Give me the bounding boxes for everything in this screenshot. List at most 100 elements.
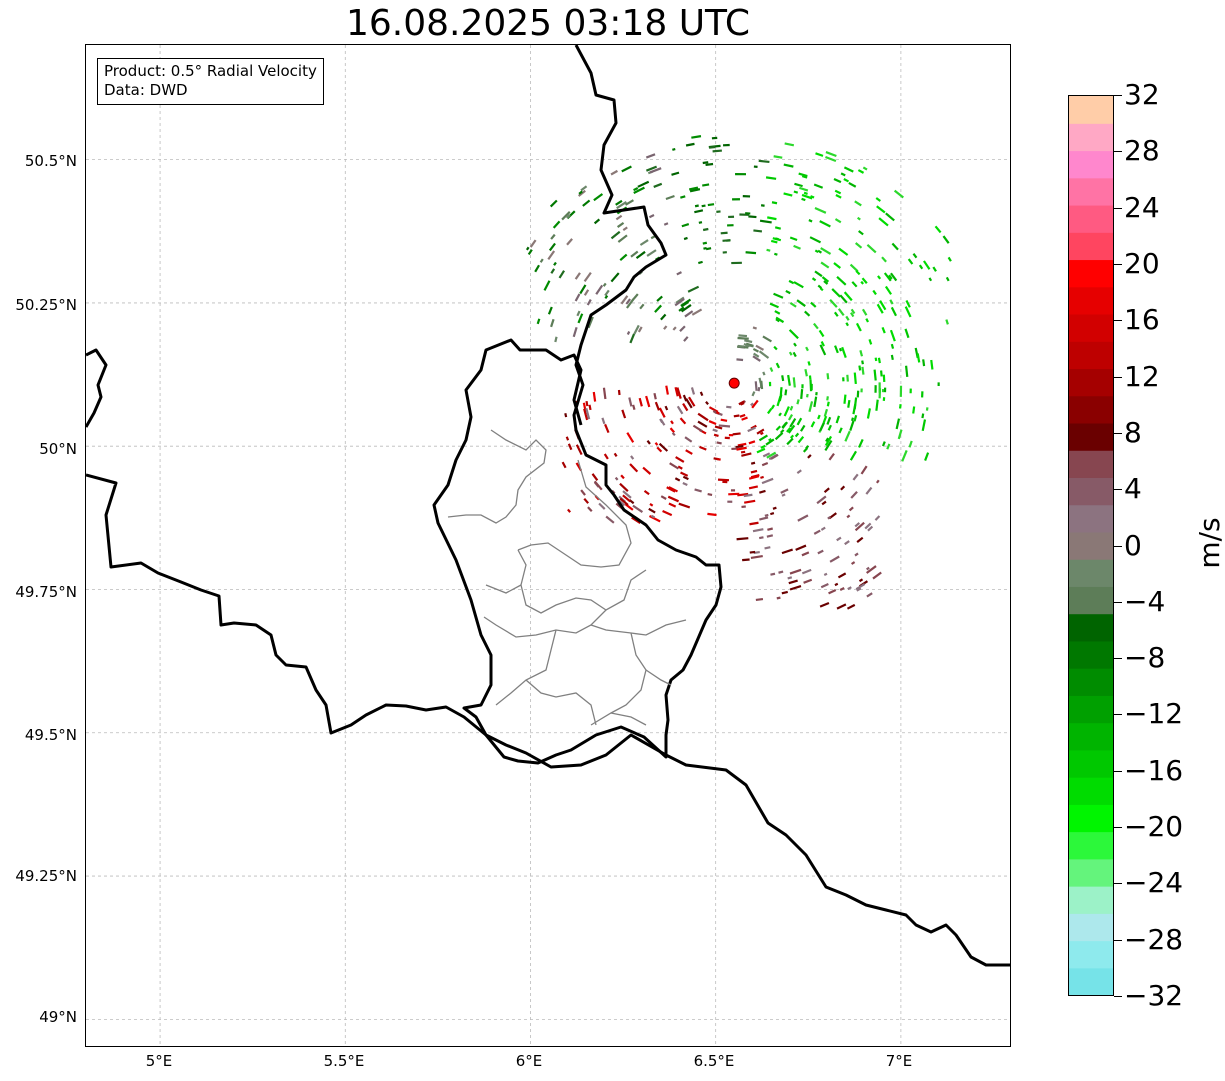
- colorbar-swatch: [1069, 831, 1113, 860]
- velocity-echo-segment: [810, 421, 816, 428]
- velocity-echo-segment: [874, 515, 881, 521]
- velocity-echo-segment: [745, 342, 754, 347]
- velocity-echo-segment: [645, 395, 651, 408]
- velocity-echo-segment: [615, 199, 623, 206]
- velocity-echo-segment: [861, 360, 864, 365]
- velocity-echo-segment: [851, 561, 856, 565]
- velocity-echo-segment: [561, 461, 567, 469]
- velocity-echo-segment: [694, 488, 702, 493]
- velocity-echo-segment: [890, 343, 895, 349]
- velocity-echo-segment: [702, 241, 708, 245]
- velocity-echo-segment: [680, 304, 692, 313]
- velocity-echo-segment: [674, 298, 685, 307]
- velocity-echo-segment: [720, 231, 728, 235]
- velocity-echo-segment: [945, 276, 950, 282]
- velocity-echo-segment: [855, 270, 861, 276]
- velocity-echo-segment: [879, 300, 887, 311]
- velocity-echo-segment: [762, 335, 772, 343]
- velocity-echo-segment: [888, 274, 893, 280]
- velocity-echo-segment: [773, 292, 784, 299]
- velocity-echo-segment: [829, 298, 838, 308]
- velocity-echo-segment: [798, 172, 808, 178]
- velocity-echo-segment: [779, 429, 785, 434]
- velocity-echo-segment: [852, 473, 859, 481]
- velocity-echo-segment: [683, 336, 689, 342]
- velocity-echo-segment: [593, 480, 603, 491]
- velocity-echo-segment: [826, 401, 830, 407]
- velocity-echo-segment: [761, 477, 774, 485]
- velocity-echo-segment: [762, 452, 771, 458]
- velocity-echo-segment: [714, 425, 723, 430]
- velocity-echo-segment: [847, 399, 851, 408]
- velocity-echo-segment: [878, 217, 889, 227]
- velocity-echo-segment: [675, 456, 685, 463]
- velocity-echo-segment: [858, 365, 862, 371]
- velocity-echo-segment: [793, 244, 801, 250]
- velocity-echo-segment: [760, 444, 766, 449]
- x-tick-label: 6°E: [515, 1052, 543, 1070]
- velocity-echo-segment: [587, 506, 593, 512]
- velocity-echo-segment: [826, 373, 830, 380]
- velocity-echo-segment: [848, 181, 857, 188]
- velocity-echo-segment: [574, 272, 581, 280]
- velocity-echo-segment: [679, 417, 687, 425]
- velocity-echo-segment: [688, 396, 696, 407]
- colorbar-swatch: [1069, 913, 1113, 942]
- velocity-echo-segment: [656, 295, 663, 302]
- velocity-echo-segment: [889, 329, 896, 342]
- velocity-echo-segment: [631, 516, 641, 525]
- velocity-echo-segment: [745, 251, 757, 255]
- velocity-echo-segment: [759, 219, 772, 224]
- velocity-echo-segment: [701, 204, 706, 208]
- velocity-echo-segment: [757, 387, 761, 392]
- velocity-echo-segment: [787, 576, 793, 580]
- velocity-echo-segment: [826, 396, 829, 401]
- velocity-echo-segment: [772, 506, 777, 510]
- velocity-echo-segment: [866, 592, 873, 598]
- velocity-echo-segment: [928, 277, 933, 282]
- colorbar-swatches: [1069, 96, 1113, 995]
- velocity-echo-segment: [783, 406, 790, 417]
- velocity-echo-segment: [620, 474, 625, 480]
- x-tick-label: 6.5°E: [693, 1052, 735, 1070]
- velocity-echo-segment: [732, 432, 741, 436]
- velocity-echo-segment: [694, 204, 699, 208]
- velocity-echo-segment: [574, 293, 581, 302]
- velocity-echo-segment: [754, 381, 758, 391]
- colorbar-tick-label: 20: [1124, 247, 1160, 280]
- velocity-echo-segment: [740, 450, 746, 454]
- velocity-echo-segment: [648, 514, 661, 523]
- velocity-echo-segment: [788, 329, 799, 340]
- velocity-echo-segment: [688, 186, 699, 191]
- velocity-echo-segment: [698, 221, 703, 224]
- velocity-echo-segment: [846, 603, 856, 610]
- map-plot-area[interactable]: [85, 44, 1011, 1047]
- velocity-echo-segment: [829, 555, 840, 563]
- colorbar-swatch: [1069, 858, 1113, 887]
- y-tick-label: 50°N: [39, 440, 77, 458]
- colorbar-tick: [1114, 714, 1122, 715]
- velocity-echo-segment: [737, 442, 747, 447]
- velocity-echo-segment: [810, 195, 815, 199]
- y-tick-label: 50.25°N: [15, 296, 77, 314]
- velocity-echo-segment: [712, 428, 718, 433]
- x-tick-label: 7°E: [885, 1052, 913, 1070]
- velocity-echo-segment: [759, 536, 764, 540]
- velocity-echo-segment: [854, 521, 865, 532]
- colorbar-swatch: [1069, 695, 1113, 724]
- velocity-echo-segment: [747, 426, 756, 433]
- velocity-echo-segment: [819, 220, 831, 228]
- velocity-echo-segment: [604, 289, 610, 297]
- velocity-echo-segment: [855, 322, 862, 332]
- velocity-echo-segment: [872, 571, 882, 580]
- y-tick-label: 49.75°N: [15, 583, 77, 601]
- velocity-echo-segment: [813, 396, 818, 408]
- velocity-echo-segment: [904, 328, 910, 339]
- velocity-echo-segment: [837, 308, 845, 317]
- velocity-echo-segment: [736, 358, 744, 362]
- colorbar-tick: [1114, 208, 1122, 209]
- velocity-echo-segment: [666, 486, 676, 493]
- velocity-echo-segment: [548, 242, 556, 252]
- velocity-echo-segment: [583, 497, 590, 504]
- border-line-west: [86, 473, 1010, 967]
